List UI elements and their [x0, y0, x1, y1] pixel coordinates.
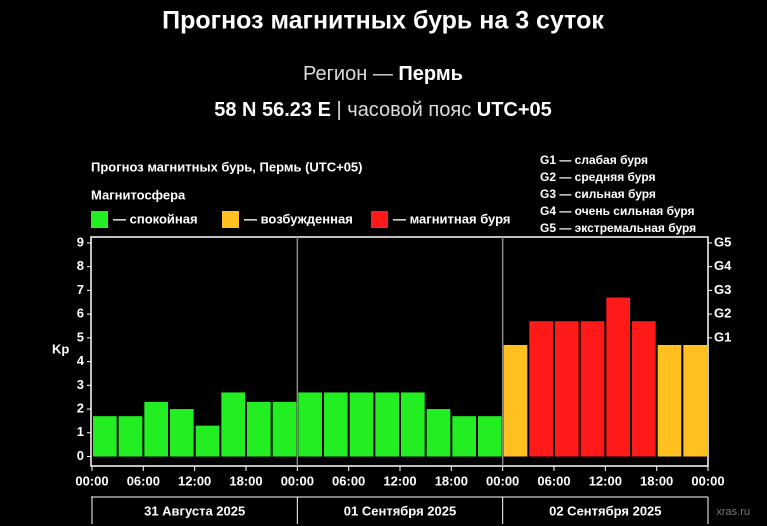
x-tick-label: 06:00 — [127, 473, 160, 488]
bar — [555, 321, 579, 457]
bar — [683, 344, 707, 457]
bar — [606, 297, 630, 457]
legend-swatch — [222, 211, 239, 228]
y-tick-label: 8 — [77, 258, 84, 273]
x-tick-label: 00:00 — [75, 473, 108, 488]
bar — [195, 425, 220, 457]
x-tick-label: 00:00 — [691, 473, 724, 488]
day-label: 31 Августа 2025 — [144, 503, 245, 518]
storm-scale-label: G2 — средняя буря — [540, 170, 656, 184]
y-tick-label: 1 — [77, 424, 84, 439]
y2-tick-label: G2 — [714, 306, 731, 321]
storm-scale-label: G5 — экстремальная буря — [540, 221, 696, 235]
bar — [144, 401, 168, 457]
x-tick-label: 18:00 — [229, 473, 262, 488]
watermark: xras.ru — [716, 506, 750, 518]
timezone-label: | часовой пояс — [337, 99, 472, 121]
storm-scale-label: G3 — сильная буря — [540, 187, 656, 201]
bar — [529, 321, 553, 457]
bar — [272, 401, 297, 457]
storm-scale-label: G1 — слабая буря — [540, 153, 648, 167]
y2-tick-label: G3 — [714, 282, 731, 297]
y-tick-label: 3 — [77, 377, 84, 392]
x-tick-label: 00:00 — [486, 473, 519, 488]
bar — [503, 344, 528, 457]
page-title: Прогноз магнитных бурь на 3 суток — [162, 7, 604, 35]
timezone: UTC+05 — [477, 99, 552, 121]
legend-label: — возбужденная — [244, 211, 353, 226]
y2-tick-label: G4 — [714, 258, 732, 273]
x-tick-label: 06:00 — [537, 473, 570, 488]
x-tick-label: 12:00 — [178, 473, 211, 488]
bar — [375, 392, 399, 457]
bar — [298, 392, 322, 457]
legend-title: Магнитосфера — [91, 187, 186, 202]
day-label: 02 Сентября 2025 — [549, 503, 661, 518]
x-tick-label: 06:00 — [332, 473, 365, 488]
legend-swatch — [91, 211, 108, 228]
x-tick-label: 00:00 — [281, 473, 314, 488]
bar — [221, 392, 245, 457]
y-tick-label: 6 — [77, 306, 84, 321]
y-axis-label: Kp — [52, 341, 69, 356]
y-tick-label: 4 — [77, 353, 85, 368]
bar — [580, 321, 605, 457]
x-tick-label: 18:00 — [640, 473, 673, 488]
storm-scale-label: G4 — очень сильная буря — [540, 204, 695, 218]
bar — [401, 392, 425, 457]
x-tick-label: 18:00 — [435, 473, 468, 488]
bar — [478, 416, 502, 457]
x-tick-label: 12:00 — [589, 473, 622, 488]
region: Регион — Пермь — [303, 63, 463, 85]
y-tick-label: 5 — [77, 329, 84, 344]
coordinates: 58 N 56.23 E — [214, 99, 331, 121]
y-tick-label: 0 — [77, 448, 84, 463]
day-label: 01 Сентября 2025 — [344, 503, 456, 518]
y-tick-label: 9 — [77, 234, 84, 249]
bar — [632, 321, 656, 457]
y2-tick-label: G1 — [714, 329, 731, 344]
legend-swatch — [371, 211, 388, 228]
region-name: Пермь — [398, 63, 463, 85]
bar — [426, 409, 451, 457]
bar — [118, 416, 143, 457]
location: 58 N 56.23 E | часовой пояс UTC+05 — [214, 99, 552, 121]
y2-tick-label: G5 — [714, 234, 731, 249]
bar — [324, 392, 348, 457]
x-tick-label: 12:00 — [383, 473, 416, 488]
y-tick-label: 2 — [77, 400, 84, 415]
bar — [247, 401, 271, 457]
y-tick-label: 7 — [77, 282, 84, 297]
chart-title: Прогноз магнитных бурь, Пермь (UTC+05) — [91, 159, 363, 174]
legend-label: — спокойная — [113, 211, 198, 226]
bar — [349, 392, 374, 457]
bar — [170, 409, 194, 457]
bar — [657, 344, 682, 457]
bar — [452, 416, 476, 457]
region-label: Регион — — [303, 63, 393, 85]
bar — [93, 416, 117, 457]
legend-label: — магнитная буря — [393, 211, 510, 226]
